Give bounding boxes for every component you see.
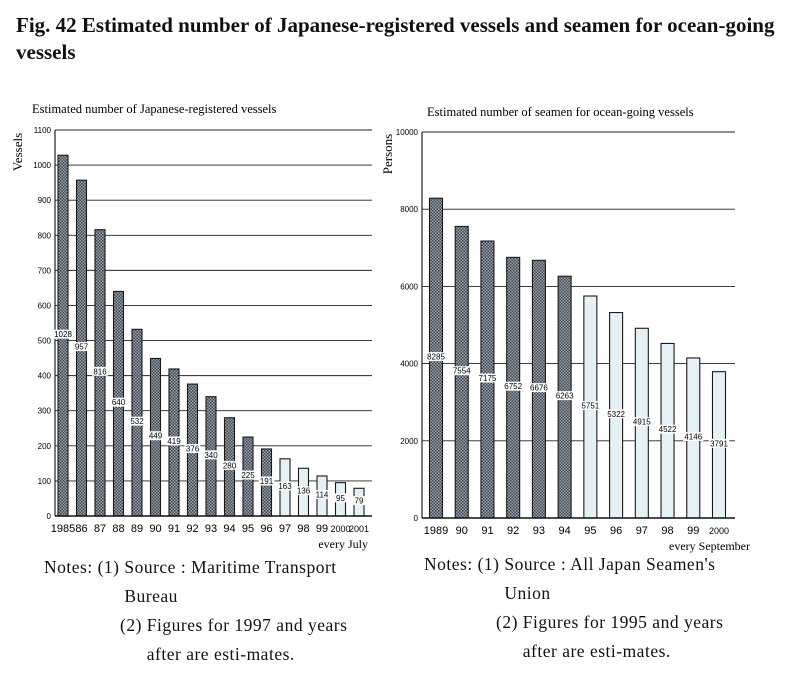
seamen-note-2-num: (2) bbox=[496, 612, 518, 632]
vessels-x-tick-label: 95 bbox=[242, 523, 254, 535]
vessels-value-label-bg bbox=[258, 476, 275, 486]
vessels-value-label-bg bbox=[221, 460, 238, 470]
vessels-notes: Notes: (1) Source : Maritime Transport B… bbox=[44, 553, 384, 669]
vessels-x-tick-label: 2000 bbox=[330, 524, 350, 534]
vessels-period-note: every July bbox=[318, 537, 368, 551]
vessels-x-tick-label: 93 bbox=[205, 523, 217, 535]
vessels-x-tick-label: 1985 bbox=[51, 523, 75, 535]
seamen-notes: Notes: (1) Source : All Japan Seamen's U… bbox=[424, 550, 774, 666]
vessels-x-tick-label: 97 bbox=[279, 523, 291, 535]
vessels-value-label: 449 bbox=[149, 432, 163, 441]
vessels-x-tick-label: 96 bbox=[260, 523, 272, 535]
vessels-value-label: 340 bbox=[204, 451, 218, 460]
vessels-value-label-bg bbox=[166, 436, 182, 446]
vessels-value-label-bg bbox=[295, 486, 312, 496]
vessels-value-label: 136 bbox=[297, 487, 311, 496]
vessels-y-tick-label: 400 bbox=[38, 372, 52, 381]
vessels-value-label: 816 bbox=[93, 367, 107, 376]
vessels-x-tick-label: 91 bbox=[168, 523, 180, 535]
vessels-value-label-bg bbox=[314, 489, 330, 499]
vessels-note-1-num: (1) bbox=[97, 557, 120, 577]
vessels-x-tick-label: 92 bbox=[186, 523, 198, 535]
vessels-y-tick-label: 600 bbox=[38, 301, 52, 310]
vessels-y-tick-label: 0 bbox=[47, 512, 52, 521]
vessels-value-label: 1028 bbox=[54, 330, 72, 339]
seamen-note-1-num: (1) bbox=[477, 554, 500, 574]
vessels-x-tick-label: 86 bbox=[75, 523, 87, 535]
vessels-value-label: 640 bbox=[112, 398, 126, 407]
vessels-x-tick-label: 88 bbox=[112, 523, 124, 535]
vessels-value-label-bg bbox=[203, 450, 219, 460]
seamen-notes-prefix: Notes: bbox=[424, 554, 473, 574]
vessels-note-1-text: Source : Maritime Transport Bureau bbox=[124, 557, 337, 606]
vessels-value-label-bg bbox=[240, 470, 256, 480]
vessels-value-label: 79 bbox=[355, 497, 364, 506]
vessels-value-label: 163 bbox=[278, 482, 292, 491]
vessels-value-label: 376 bbox=[186, 445, 200, 454]
vessels-value-label-bg bbox=[92, 366, 108, 376]
vessels-value-label-bg bbox=[184, 444, 201, 454]
vessels-note-2-num: (2) bbox=[120, 615, 142, 635]
vessels-value-label: 532 bbox=[130, 417, 144, 426]
vessels-value-label-bg bbox=[52, 329, 74, 339]
vessels-y-tick-label: 800 bbox=[38, 231, 52, 240]
vessels-value-label: 957 bbox=[75, 343, 89, 352]
vessels-y-tick-label: 900 bbox=[38, 196, 52, 205]
vessels-value-label-bg bbox=[353, 496, 365, 506]
vessels-note-2: (2) Figures for 1997 and years after are… bbox=[44, 611, 384, 669]
vessels-x-tick-label: 94 bbox=[223, 523, 235, 535]
vessels-y-tick-label: 300 bbox=[38, 407, 52, 416]
vessels-y-tick-label: 200 bbox=[38, 442, 52, 451]
vessels-note-1: Notes: (1) Source : Maritime Transport B… bbox=[44, 553, 384, 611]
figure-title: Fig. 42 Estimated number of Japanese-reg… bbox=[16, 13, 775, 64]
vessels-x-tick-label: 90 bbox=[149, 523, 161, 535]
seamen-note-1-text: Source : All Japan Seamen's Union bbox=[504, 554, 716, 603]
vessels-notes-prefix: Notes: bbox=[44, 557, 93, 577]
vessels-y-tick-label: 1000 bbox=[33, 161, 51, 170]
vessels-value-label: 114 bbox=[316, 490, 329, 499]
vessels-y-tick-label: 700 bbox=[38, 266, 52, 275]
vessels-x-tick-label: 87 bbox=[94, 523, 106, 535]
vessels-value-label-bg bbox=[73, 342, 90, 352]
seamen-note-2: (2) Figures for 1995 and years after are… bbox=[424, 608, 774, 666]
vessels-value-label-bg bbox=[129, 416, 145, 426]
vessels-value-label-bg bbox=[277, 481, 293, 491]
vessels-value-label-bg bbox=[334, 493, 347, 503]
vessels-y-tick-label: 500 bbox=[38, 337, 52, 346]
seamen-note-1: Notes: (1) Source : All Japan Seamen's U… bbox=[424, 550, 774, 608]
vessels-value-label-bg bbox=[147, 431, 164, 441]
vessels-y-axis-label: Vessels bbox=[10, 133, 25, 171]
vessels-chart-title: Estimated number of Japanese-registered … bbox=[32, 102, 276, 116]
vessels-y-tick-label: 1100 bbox=[34, 126, 52, 135]
vessels-x-tick-label: 98 bbox=[297, 523, 309, 535]
vessels-x-tick-label: 99 bbox=[316, 523, 328, 535]
vessels-value-label-bg bbox=[110, 397, 127, 407]
vessels-x-tick-label: 2001 bbox=[349, 524, 369, 534]
vessels-value-label: 191 bbox=[260, 477, 274, 486]
vessels-value-label: 225 bbox=[241, 471, 255, 480]
vessels-value-label: 419 bbox=[167, 437, 181, 446]
vessels-y-tick-label: 100 bbox=[38, 477, 52, 486]
seamen-note-2-text: Figures for 1995 and years after are est… bbox=[522, 612, 724, 661]
vessels-value-label: 280 bbox=[223, 461, 237, 470]
vessels-value-label: 95 bbox=[336, 494, 345, 503]
vessels-x-tick-label: 89 bbox=[131, 523, 143, 535]
vessels-note-2-text: Figures for 1997 and years after are est… bbox=[146, 615, 348, 664]
